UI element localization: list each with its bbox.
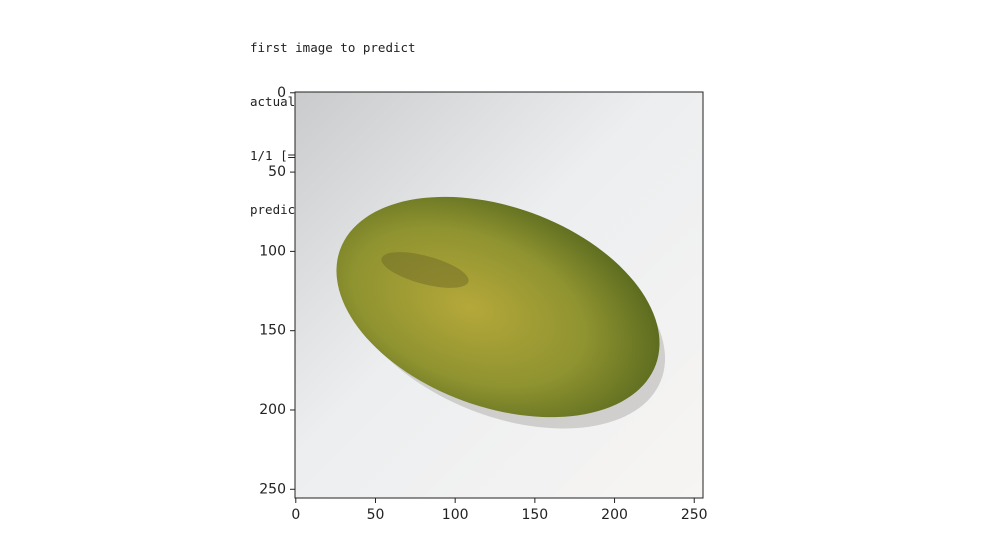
x-tick-label: 100: [442, 507, 469, 523]
y-tick-label: 50: [268, 164, 286, 180]
image: [295, 92, 703, 498]
axes-frame: [294, 91, 704, 499]
x-tick-label: 0: [291, 507, 300, 523]
x-tick-label: 150: [521, 507, 548, 523]
y-tick-label: 250: [259, 481, 286, 497]
x-tick-label: 50: [367, 507, 385, 523]
output-line: first image to predict: [250, 40, 416, 55]
x-tick-label: 200: [601, 507, 628, 523]
x-tick-label: 250: [681, 507, 708, 523]
y-tick-label: 100: [259, 243, 286, 259]
y-tick-label: 200: [259, 402, 286, 418]
y-tick-label: 0: [277, 85, 286, 101]
y-tick-label: 150: [259, 323, 286, 339]
